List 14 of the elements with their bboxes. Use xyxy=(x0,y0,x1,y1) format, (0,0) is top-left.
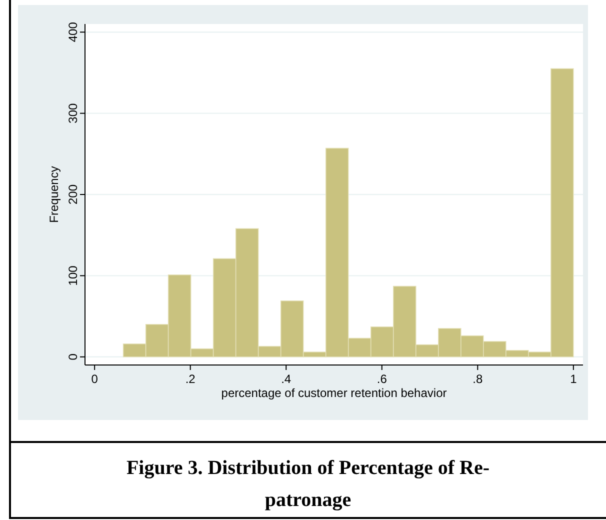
y-tick-label: 400 xyxy=(66,22,80,42)
text: Figure 3. Distribution of Percentage of Re-patronage xyxy=(126,457,490,511)
x-tick-label: .2 xyxy=(185,372,196,386)
y-tick-label: 0 xyxy=(66,353,80,360)
x-tick-label: .6 xyxy=(376,372,388,386)
x-axis-title: percentage of customer retention behavior xyxy=(221,386,447,400)
y-tick-label: 200 xyxy=(66,184,80,205)
y-axis-title: Frequency xyxy=(47,166,61,223)
x-tick-label: 1 xyxy=(570,372,578,386)
x-tick-label: .4 xyxy=(281,372,292,386)
y-tick-label: 100 xyxy=(66,265,80,286)
x-tick-label: 0 xyxy=(91,372,98,386)
x-tick-label: .8 xyxy=(472,372,483,386)
y-tick-label: 300 xyxy=(66,102,80,124)
